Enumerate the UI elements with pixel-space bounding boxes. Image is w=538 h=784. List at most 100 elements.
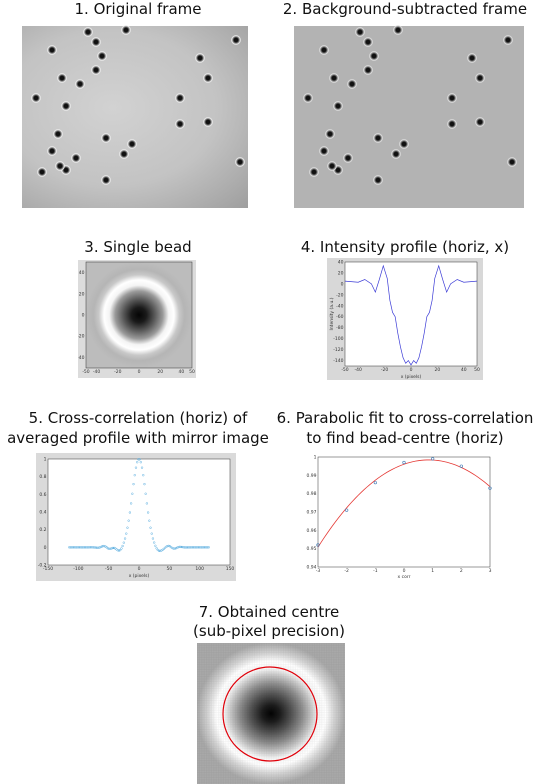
bead-xtick: -40: [93, 369, 100, 375]
profile-xtick: 0: [410, 367, 413, 373]
fit-xtick: -2: [344, 568, 349, 574]
fit-ytick: 0.95: [306, 546, 316, 552]
bead-ytick: 0: [82, 313, 85, 319]
xcorr-ytick: 0.4: [39, 510, 46, 516]
fit-xtick: -1: [373, 568, 378, 574]
caption-obtained-centre-1: 7. Obtained centre: [0, 603, 538, 622]
bead-spot: [319, 146, 329, 156]
profile-ytick: 0: [341, 281, 344, 287]
profile-ytick: -40: [336, 303, 343, 309]
bead-spot: [101, 175, 111, 185]
bead-spot: [329, 73, 339, 83]
bead-xtick: 20: [157, 369, 163, 375]
bead-spot: [31, 93, 41, 103]
bead-spot: [343, 153, 353, 163]
bead-spot: [47, 146, 57, 156]
bead-spot: [53, 129, 63, 139]
bead-spot: [507, 157, 517, 167]
bead-spot: [203, 73, 213, 83]
profile-xlabel: x (pixels): [401, 374, 422, 380]
bead-image-area: [86, 262, 192, 368]
caption-single-bead: 3. Single bead: [10, 238, 266, 257]
xcorr-ytick: 0.6: [39, 492, 46, 498]
profile-xtick: -20: [381, 367, 388, 373]
bead-spot: [309, 167, 319, 177]
background-subtracted-image: [294, 26, 524, 208]
bead-spot: [91, 65, 101, 75]
xcorr-xtick: 150: [226, 566, 235, 572]
cross-correlation-plot: -150 -100 -50 0 50 100 15010.80.60.40.20-0.2 x…: [36, 453, 236, 581]
bead-xtick: 40: [179, 369, 185, 375]
bead-spot: [373, 133, 383, 143]
bead-spot: [121, 25, 131, 35]
bead-xtick: 0: [138, 369, 141, 375]
bead-spot: [393, 25, 403, 35]
bead-spot: [363, 65, 373, 75]
bead-spot: [363, 37, 373, 47]
xcorr-ytick: 1: [44, 457, 47, 463]
bead-spot: [325, 129, 335, 139]
bead-spot: [83, 27, 93, 37]
bead-spot: [447, 93, 457, 103]
bead-spot: [235, 157, 245, 167]
bead-spot: [503, 35, 513, 45]
bead-spot: [347, 79, 357, 89]
caption-parabolic-fit-1: 6. Parabolic fit to cross-correlation: [272, 409, 538, 428]
bead-spot: [37, 167, 47, 177]
bead-ytick: -40: [78, 355, 85, 361]
profile-xtick: -40: [355, 367, 362, 373]
caption-intensity-profile: 4. Intensity profile (horiz, x): [272, 238, 538, 257]
xcorr-ytick: 0.8: [39, 474, 46, 480]
bead-spot: [355, 27, 365, 37]
caption-background-subtracted: 2. Background-subtracted frame: [272, 0, 538, 19]
bead-xtick: -20: [114, 369, 121, 375]
bead-ytick: 20: [79, 291, 85, 297]
caption-parabolic-fit-2: to find bead-centre (horiz): [272, 429, 538, 448]
xcorr-ytick: 0: [44, 545, 47, 551]
profile-ytick: -140: [333, 358, 343, 364]
profile-xtick: 50: [474, 367, 480, 373]
single-bead-plot: -50-40-20020405040200-20-40: [78, 260, 196, 378]
profile-xtick: 20: [435, 367, 441, 373]
bead-xtick: 50: [189, 369, 195, 375]
caption-original-frame: 1. Original frame: [10, 0, 266, 19]
fit-ytick: 0.97: [306, 510, 316, 516]
bead-spot: [127, 139, 137, 149]
bead-spot: [55, 161, 65, 171]
bead-spot: [333, 101, 343, 111]
fit-ytick: 1: [314, 455, 317, 461]
parabolic-fit-plot: -3 -2 -1 0 1 2 310.990.980.970.960.950.94 x co…: [302, 451, 498, 581]
fit-xtick: 1: [431, 568, 434, 574]
fit-ytick: 0.98: [306, 491, 316, 497]
profile-ytick: -120: [333, 347, 343, 353]
xcorr-xtick: -50: [105, 566, 112, 572]
fit-xtick: 2: [460, 568, 463, 574]
profile-ytick: 20: [338, 270, 344, 276]
bead-spot: [391, 149, 401, 159]
bead-spot: [303, 93, 313, 103]
original-frame-image: [22, 26, 248, 208]
bead-spot: [475, 117, 485, 127]
bead-spot: [47, 45, 57, 55]
profile-ytick: -100: [333, 336, 343, 342]
obtained-centre-image: [197, 643, 345, 784]
bead-spot: [467, 53, 477, 63]
fit-xtick: 3: [489, 568, 492, 574]
bead-spot: [231, 35, 241, 45]
bead-ytick: 40: [79, 270, 85, 276]
bead-spot: [97, 51, 107, 61]
bead-spot: [57, 73, 67, 83]
xcorr-xtick: -100: [73, 566, 83, 572]
bead-spot: [175, 93, 185, 103]
profile-xtick: 40: [461, 367, 467, 373]
fit-ytick: 0.99: [306, 473, 316, 479]
xcorr-xtick: 0: [138, 566, 141, 572]
bead-spot: [447, 119, 457, 129]
caption-cross-correlation-1: 5. Cross-correlation (horiz) of: [0, 409, 276, 428]
xcorr-xtick: 100: [195, 566, 204, 572]
bead-spot: [71, 153, 81, 163]
bead-spot: [175, 119, 185, 129]
profile-xtick: -50: [341, 367, 348, 373]
bead-spot: [399, 139, 409, 149]
profile-ytick: 40: [338, 260, 344, 266]
